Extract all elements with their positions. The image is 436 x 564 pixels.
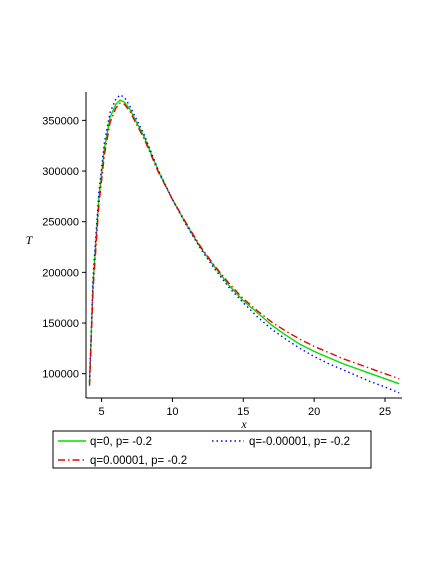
y-tick-label: 150000 — [42, 318, 79, 330]
legend: q=0, p= -0.2 q=-0.00001, p= -0.2 q=0.000… — [52, 430, 372, 469]
x-tick-label: 15 — [237, 406, 249, 418]
legend-label-qpos: q=0.00001, p= -0.2 — [90, 455, 187, 467]
y-axis-title: T — [26, 233, 34, 247]
series-line-1 — [88, 94, 400, 394]
series-layer — [88, 94, 400, 394]
axes-layer — [85, 92, 402, 399]
x-tick-label: 25 — [379, 406, 391, 418]
legend-label-q0: q=0, p= -0.2 — [90, 436, 152, 448]
y-tick-label: 350000 — [42, 115, 79, 127]
legend-box — [52, 430, 372, 469]
x-tick-label: 5 — [99, 406, 105, 418]
ticks-layer: 5 10 15 20 25 100000 150000 200000 250000 300000 3… — [42, 115, 391, 418]
x-tick-label: 10 — [166, 406, 178, 418]
y-tick-label: 100000 — [42, 369, 79, 381]
y-tick-label: 200000 — [42, 267, 79, 279]
x-tick-label: 20 — [308, 406, 320, 418]
y-tick-label: 250000 — [42, 217, 79, 229]
x-axis-title: x — [240, 417, 247, 431]
y-tick-label: 300000 — [42, 166, 79, 178]
series-line-2 — [88, 102, 400, 386]
legend-label-qneg: q=-0.00001, p= -0.2 — [249, 436, 350, 448]
